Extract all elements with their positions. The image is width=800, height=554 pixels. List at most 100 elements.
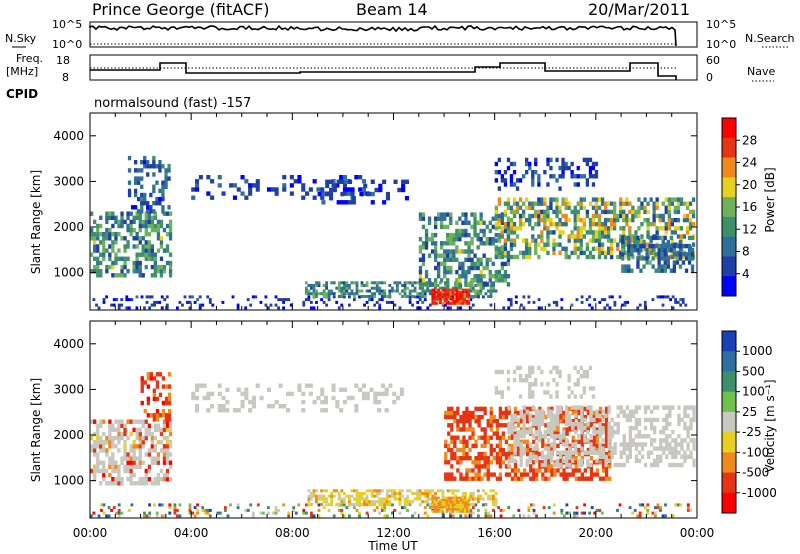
power-cell [150,264,154,270]
velocity-cell [152,388,156,393]
power-cell [467,257,471,262]
power-cell [489,284,493,287]
velocity-cell [468,435,472,440]
velocity-cell [459,472,463,477]
power-cell [546,182,550,187]
y-tick-label: 4000 [53,129,84,143]
power-cell [162,211,167,216]
velocity-cell [525,378,529,383]
velocity-cell [492,489,495,493]
velocity-cell [653,458,657,464]
power-cell [388,284,392,287]
velocity-cell [126,468,130,474]
velocity-cell [156,456,161,461]
power-cell [622,226,626,231]
velocity-cell [522,430,526,435]
power-cell [497,217,501,223]
velocity-cell [561,458,566,464]
velocity-cell [305,383,310,388]
velocity-cell [574,468,578,473]
power-cell [656,295,660,299]
velocity-cell [619,462,623,468]
x-tick-label: 00:00 [73,526,108,540]
power-cell [210,195,215,200]
power-cell [634,230,638,235]
power-cell [482,220,486,225]
power-cell [485,265,489,271]
power-cell [558,230,562,235]
power-cell [546,226,550,231]
power-cell [625,222,629,227]
velocity-cell [537,417,541,423]
power-cell [661,246,665,251]
power-cell [141,273,145,278]
velocity-cell [406,489,409,493]
power-cell [102,298,106,302]
velocity-cell [498,464,502,469]
velocity-cell [628,446,632,451]
power-cell [140,295,144,299]
y-tick-label: 1000 [53,266,84,280]
power-cell [610,254,614,260]
velocity-cell [469,497,473,501]
velocity-cell [571,472,575,477]
velocity-cell [530,503,533,507]
power-cell [464,241,468,246]
power-cell [178,300,182,304]
power-cell [567,205,571,210]
velocity-cell [123,440,127,445]
velocity-cell [586,410,590,416]
power-cell [108,264,112,270]
power-cell [156,269,161,274]
power-cell [667,209,671,215]
power-cell [494,274,498,279]
power-cell [552,209,556,215]
velocity-cell [567,394,571,399]
velocity-cell [168,503,172,507]
velocity-cell [453,451,457,457]
velocity-cell [625,413,629,418]
power-cell [406,286,409,290]
power-cell [681,243,686,249]
power-cell [455,228,459,234]
velocity-cell [555,365,559,371]
velocity-cell [643,434,648,439]
velocity-cell [507,472,512,477]
power-cell [461,269,465,275]
velocity-cell [534,430,538,435]
velocity-cell [535,472,539,477]
velocity-cell [568,413,572,418]
power-cell [625,201,629,206]
colorbar-tick-label: 28 [742,133,757,147]
velocity-cell [301,391,306,397]
velocity-cell [543,434,547,439]
velocity-cell [504,451,509,457]
velocity-cell [662,446,666,451]
velocity-cell [461,492,465,495]
velocity-cell [520,472,524,477]
power-cell [661,201,665,206]
power-cell [619,254,623,260]
power-cell [427,278,432,283]
velocity-cell [342,497,346,501]
velocity-cell [327,503,331,506]
power-cell [600,209,605,215]
velocity-cell [616,462,620,468]
velocity-cell [574,456,578,461]
velocity-cell [659,446,663,451]
velocity-cell [561,450,566,455]
nsky-label: N.Sky [5,32,37,45]
velocity-cell [479,494,483,498]
power-cell [479,241,483,246]
velocity-cell [449,508,452,511]
power-cell [630,268,634,273]
power-cell [431,288,434,292]
velocity-cell [465,439,469,444]
power-cell [473,212,477,217]
velocity-cell [378,503,382,506]
power-cell [361,187,366,192]
power-cell [421,253,426,258]
velocity-cell [559,460,563,465]
velocity-cell [433,505,436,509]
